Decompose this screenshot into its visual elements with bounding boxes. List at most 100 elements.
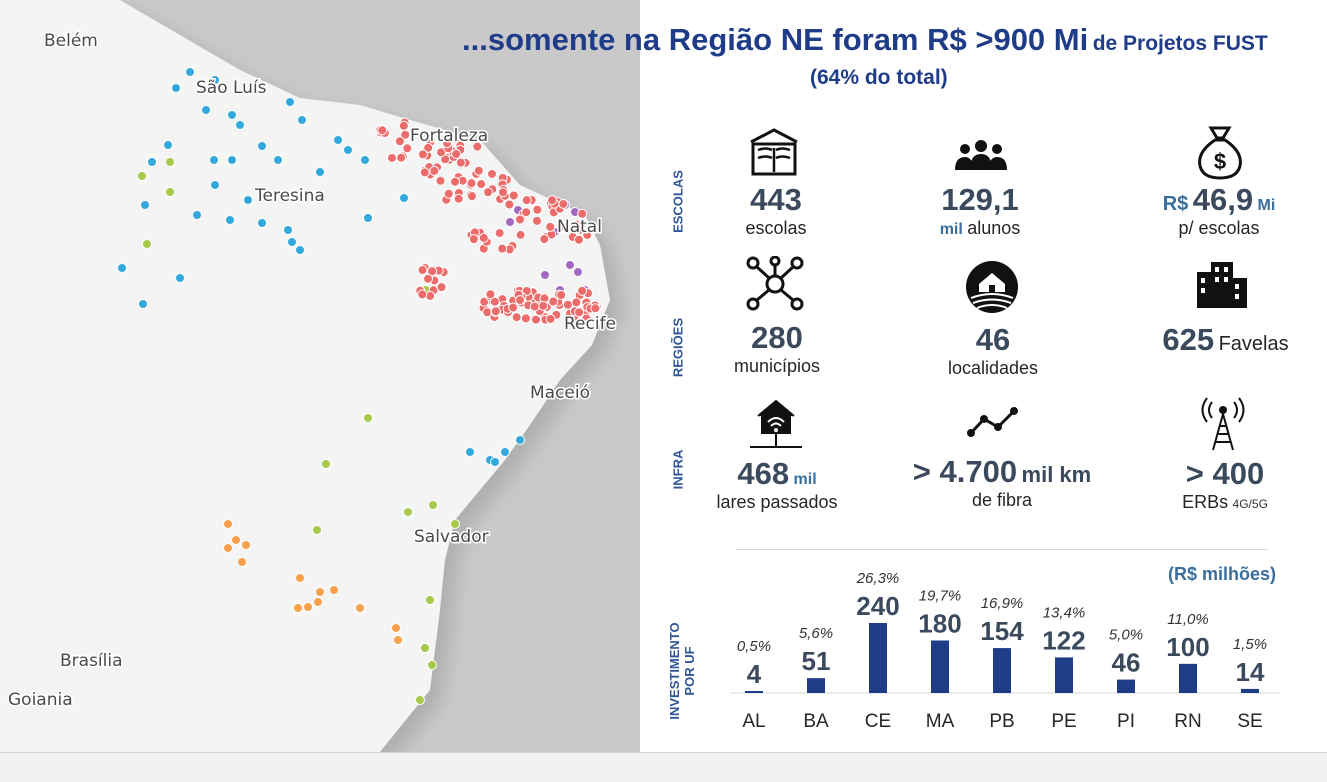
project-dot [428, 500, 438, 510]
project-dot [511, 312, 522, 323]
project-dot [556, 290, 567, 301]
value-label-pi: 46 [1112, 648, 1141, 678]
city-label: Natal [557, 217, 602, 237]
erbs-value: > 400 [1185, 456, 1265, 491]
bar-se [1241, 688, 1259, 693]
bar-pi [1117, 679, 1135, 693]
metric-fibra: > 4.700 mil km de fibra [892, 454, 1112, 511]
metric-escolas: 443 escolas [718, 182, 834, 239]
metric-municipios: 280 municípios [712, 320, 842, 377]
value-label-pb: 154 [980, 616, 1024, 646]
project-dot [571, 297, 582, 308]
favelas-value: 625 [1162, 322, 1215, 357]
project-dot [295, 245, 305, 255]
project-dot [315, 167, 325, 177]
project-dot [429, 165, 440, 176]
project-dot [231, 535, 241, 545]
map-base [0, 0, 640, 762]
project-dot [329, 585, 339, 595]
project-dot [556, 221, 567, 232]
project-dot [391, 623, 401, 633]
project-dot [313, 597, 323, 607]
project-dot [435, 175, 446, 186]
rural-house-icon [966, 261, 1018, 313]
project-dot [142, 239, 152, 249]
project-dot [476, 179, 487, 190]
project-dot [171, 83, 181, 93]
value-label-rn: 100 [1166, 632, 1209, 662]
project-dot [210, 75, 220, 85]
section-label-investimento: INVESTIMENTO POR UF [667, 611, 697, 731]
category-label-pb: PB [989, 711, 1014, 732]
money-bag-icon: $ [1198, 126, 1242, 180]
project-dot [425, 595, 435, 605]
project-dot [521, 195, 532, 206]
value-label-al: 4 [747, 659, 762, 689]
project-dot [494, 228, 505, 239]
localidades-value: 46 [975, 322, 1011, 357]
project-dot [402, 143, 413, 154]
project-dot [504, 199, 515, 210]
project-dot [415, 695, 425, 705]
project-dot [295, 573, 305, 583]
value-label-ma: 180 [918, 609, 961, 639]
project-dot [117, 263, 127, 273]
network-hub-icon [746, 256, 804, 311]
project-dot [577, 285, 588, 296]
project-dot [558, 198, 569, 209]
bar-pb [993, 648, 1011, 693]
project-dot [185, 67, 195, 77]
category-label-ce: CE [865, 711, 891, 732]
project-dot [500, 447, 510, 457]
bar-ce [869, 623, 887, 693]
alunos-value: 129,1 [941, 182, 1019, 217]
fibra-desc: de fibra [971, 490, 1033, 510]
project-dot [163, 140, 173, 150]
percent-label-ce: 26,3% [856, 570, 900, 587]
project-dot [472, 141, 483, 152]
value-label-se: 14 [1236, 657, 1265, 687]
city-label: Teresina [254, 186, 325, 206]
investment-by-uf-chart: 4 0,5% AL 51 5,6% BA 240 26,3% CE 180 19,7% MA 154 16… [730, 570, 1280, 732]
project-dot [473, 165, 484, 176]
project-dot [548, 296, 559, 307]
project-dot [227, 110, 237, 120]
city-label: São Luís [196, 78, 267, 98]
category-label-ma: MA [926, 711, 955, 732]
project-dot [287, 237, 297, 247]
money-unit: Mi [1257, 197, 1276, 214]
erbs-desc: ERBs [1182, 492, 1229, 512]
title-main: ...somente na Região NE foram R$ >900 Mi [462, 22, 1089, 57]
project-dot [243, 195, 253, 205]
project-dot [201, 105, 211, 115]
project-dot [515, 295, 526, 306]
metric-erbs: > 400 ERBs 4G/5G [1160, 456, 1290, 513]
project-dot [360, 155, 370, 165]
city-label: Belém [44, 31, 98, 51]
project-dot [443, 188, 454, 199]
project-dot [423, 142, 434, 153]
value-label-pe: 122 [1042, 625, 1085, 655]
project-dot [241, 540, 251, 550]
section-label-investimento-line1: INVESTIMENTO [667, 622, 682, 720]
section-label-infra: INFRA [670, 449, 686, 490]
project-dot [355, 603, 365, 613]
category-label-al: AL [742, 711, 765, 732]
project-dot [582, 229, 593, 240]
fibra-value: > 4.700 [912, 454, 1018, 489]
section-divider [735, 549, 1268, 550]
metric-favelas: 625 Favelas [1148, 322, 1303, 358]
city-label: Salvador [414, 527, 489, 547]
project-dot [420, 643, 430, 653]
project-dot [393, 635, 403, 645]
category-label-ba: BA [803, 711, 829, 732]
percent-label-ma: 19,7% [919, 588, 962, 605]
category-label-pi: PI [1117, 711, 1135, 732]
section-label-regioes: REGIÕES [670, 317, 686, 378]
project-dot [515, 435, 525, 445]
erbs-desc-small: 4G/5G [1232, 497, 1268, 511]
city-label: Maceió [530, 383, 590, 403]
antenna-tower-icon [1201, 397, 1245, 451]
bar-al [745, 691, 763, 693]
project-dot [529, 301, 540, 312]
